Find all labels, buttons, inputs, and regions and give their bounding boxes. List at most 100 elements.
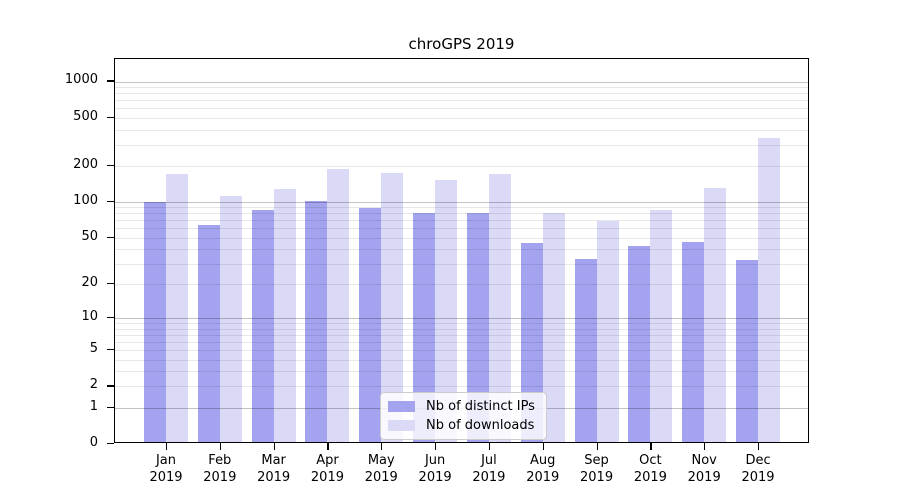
legend-label: Nb of downloads — [426, 418, 535, 433]
gridline-minor — [115, 350, 808, 351]
x-tick-month: Aug — [530, 453, 556, 468]
gridline-minor — [115, 108, 808, 110]
bar-distinct-ips-nov — [682, 242, 705, 442]
y-tick-mark — [107, 236, 114, 238]
plot-area: Nb of distinct IPs Nb of downloads — [114, 58, 809, 443]
x-tick-mark — [650, 443, 652, 450]
gridline-major — [115, 81, 808, 83]
y-tick-label: 1 — [89, 398, 98, 414]
bar-downloads-jan — [166, 173, 188, 442]
x-tick-month: Feb — [208, 453, 232, 468]
y-tick-label: 0 — [89, 435, 98, 450]
x-tick-label: Jun 2019 — [403, 452, 467, 486]
x-tick-label: Apr 2019 — [295, 452, 359, 486]
x-tick-year: 2019 — [580, 470, 614, 485]
x-tick-month: Dec — [745, 453, 771, 468]
x-tick-year: 2019 — [687, 470, 721, 485]
bar-distinct-ips-oct — [628, 245, 651, 442]
gridline-minor — [115, 129, 808, 131]
gridline-minor — [115, 93, 808, 95]
x-tick-label: Nov 2019 — [672, 452, 736, 486]
bar-distinct-ips-apr — [305, 201, 328, 442]
gridline-minor — [115, 237, 808, 239]
y-tick-label: 5 — [89, 340, 98, 356]
bar-downloads-may — [381, 172, 404, 442]
grid-layer — [115, 59, 808, 442]
x-tick-year: 2019 — [257, 470, 291, 485]
legend-item-distinct-ips: Nb of distinct IPs — [388, 399, 535, 414]
x-tick-month: Mar — [261, 453, 286, 468]
legend: Nb of distinct IPs Nb of downloads — [380, 392, 547, 440]
x-tick-month: Apr — [316, 453, 339, 468]
x-tick-month: May — [367, 453, 395, 468]
x-tick-month: Jan — [155, 453, 177, 468]
bar-distinct-ips-sep — [574, 258, 597, 442]
gridline-minor — [115, 207, 808, 209]
gridline-minor — [115, 341, 808, 343]
bar-downloads-sep — [596, 220, 619, 442]
x-tick-mark — [327, 443, 329, 450]
y-tick-mark — [107, 80, 114, 82]
x-tick-mark — [219, 443, 221, 450]
y-tick-mark — [107, 116, 114, 118]
x-tick-year: 2019 — [472, 470, 506, 485]
bar-distinct-ips-dec — [736, 260, 759, 442]
x-tick-label: Feb 2019 — [188, 452, 252, 486]
x-tick-label: Jul 2019 — [457, 452, 521, 486]
x-tick-year: 2019 — [310, 470, 344, 485]
y-tick-mark — [107, 200, 114, 203]
x-tick-mark — [381, 443, 383, 450]
bar-distinct-ips-jan — [144, 201, 166, 442]
x-tick-year: 2019 — [526, 470, 560, 485]
x-tick-label: Dec 2019 — [726, 452, 790, 486]
y-tick-mark — [107, 348, 114, 351]
x-tick-label: May 2019 — [349, 452, 413, 486]
x-tick-month: Jul — [481, 453, 497, 468]
x-tick-label: Aug 2019 — [511, 452, 575, 486]
x-tick-year: 2019 — [203, 470, 237, 485]
x-tick-month: Oct — [639, 453, 662, 468]
bar-downloads-mar — [273, 189, 296, 442]
bar-distinct-ips-jul — [466, 212, 489, 442]
x-tick-year: 2019 — [633, 470, 667, 485]
gridline-minor — [115, 165, 808, 167]
gridline-minor — [115, 117, 808, 119]
bar-downloads-jul — [488, 173, 511, 442]
bar-downloads-apr — [327, 168, 350, 442]
chart-title: chroGPS 2019 — [408, 35, 515, 53]
gridline-minor — [115, 220, 808, 222]
y-tick-mark — [107, 406, 114, 408]
y-tick-mark — [107, 283, 114, 285]
y-tick-label: 20 — [81, 275, 98, 291]
y-tick-label: 50 — [81, 228, 98, 244]
y-tick-label: 500 — [73, 108, 98, 124]
x-tick-mark — [758, 443, 760, 450]
x-tick-year: 2019 — [149, 470, 183, 485]
x-tick-mark — [273, 443, 275, 450]
x-tick-mark — [596, 443, 598, 450]
x-tick-year: 2019 — [741, 470, 775, 485]
x-tick-month: Nov — [691, 453, 717, 468]
gridline-minor — [115, 284, 808, 286]
bar-downloads-oct — [650, 209, 673, 442]
bar-distinct-ips-jun — [413, 212, 436, 442]
gridline-minor — [115, 87, 808, 88]
x-tick-year: 2019 — [418, 470, 452, 485]
y-tick-mark — [107, 164, 114, 166]
gridline-minor — [115, 100, 808, 102]
gridline-minor — [115, 334, 808, 336]
gridline-minor — [115, 263, 808, 265]
x-tick-label: Mar 2019 — [242, 452, 306, 486]
gridline-minor — [115, 371, 808, 373]
bar-downloads-nov — [704, 187, 727, 442]
y-tick-label: 10 — [81, 309, 98, 325]
bar-downloads-feb — [219, 196, 242, 442]
y-tick-mark — [107, 317, 114, 319]
x-tick-mark — [435, 443, 437, 450]
y-tick-label: 100 — [73, 192, 98, 208]
x-tick-mark — [704, 443, 706, 450]
gridline-minor — [115, 213, 808, 215]
legend-item-downloads: Nb of downloads — [388, 418, 535, 433]
y-tick-label: 1000 — [64, 72, 98, 88]
